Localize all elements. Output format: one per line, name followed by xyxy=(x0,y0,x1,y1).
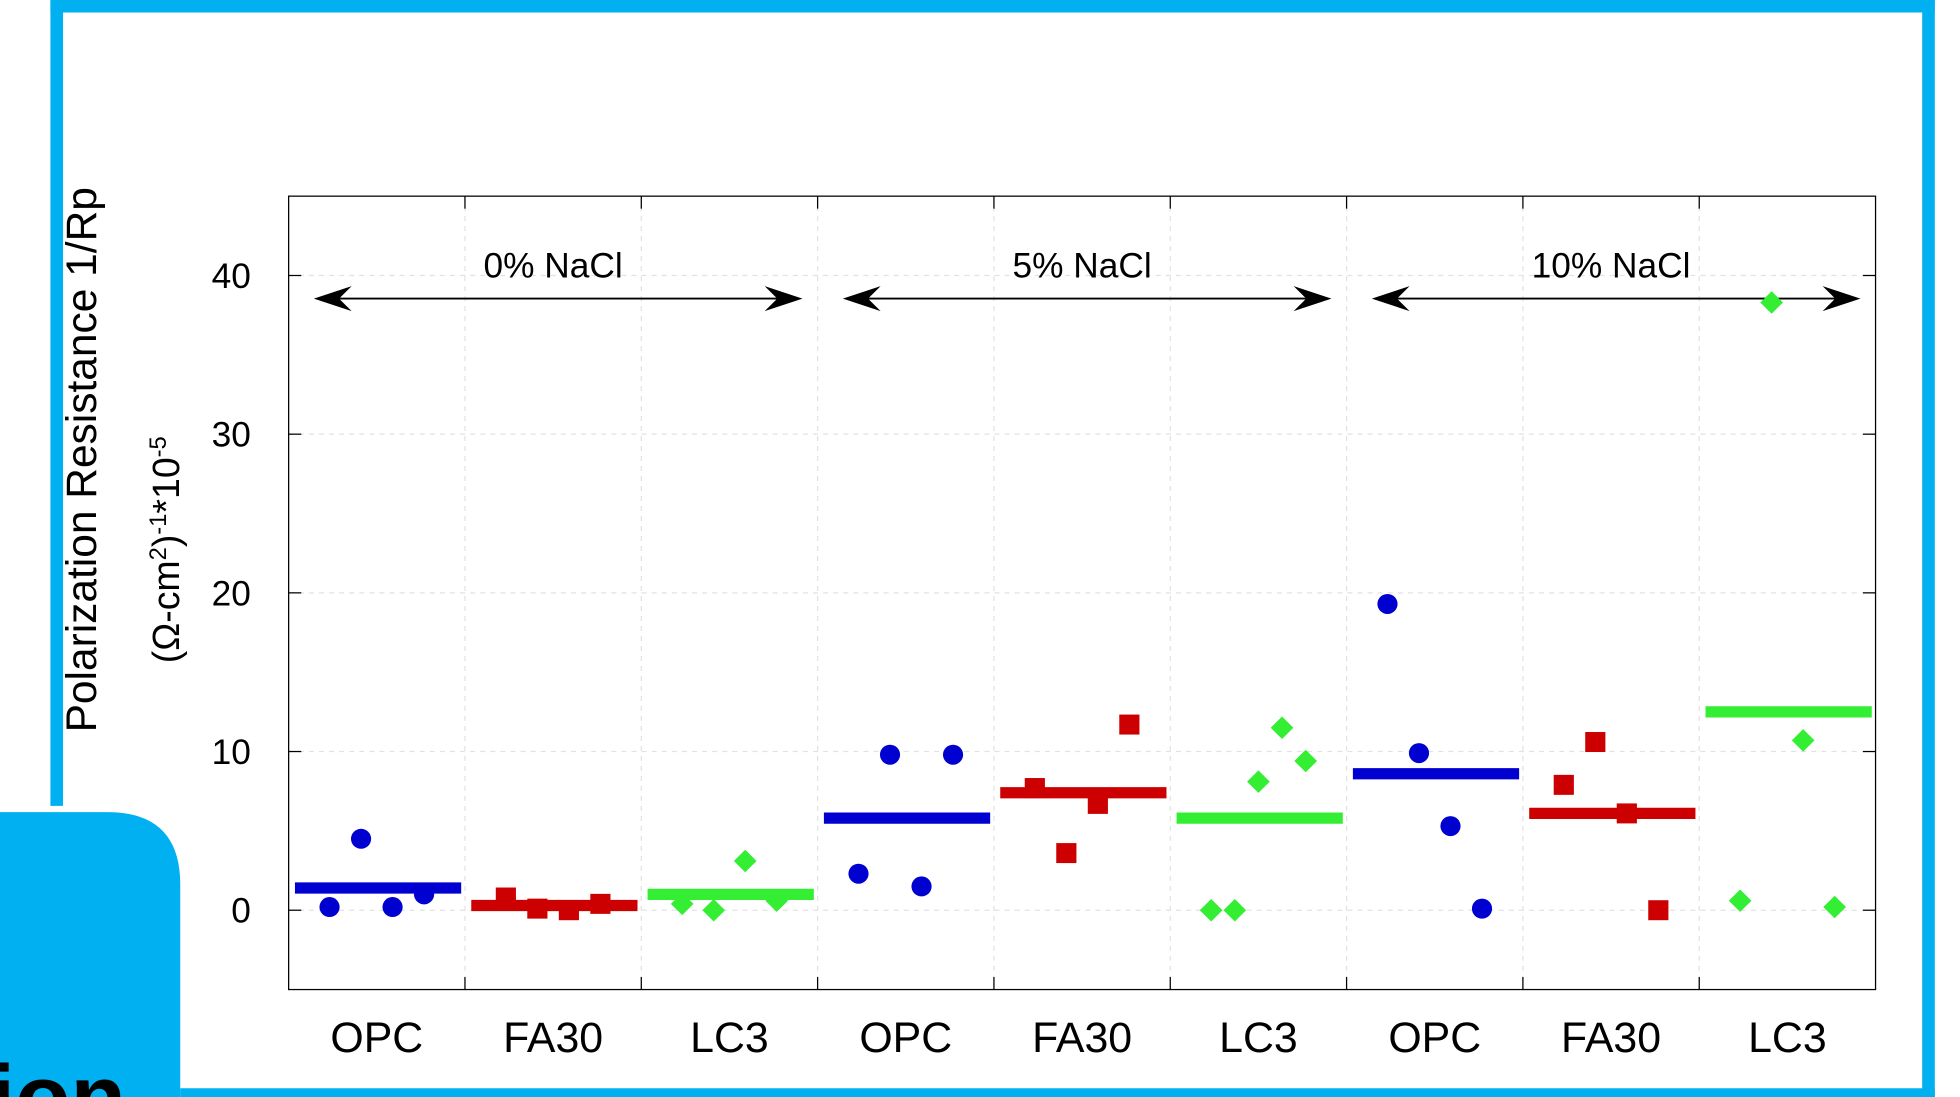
point xyxy=(1223,898,1247,922)
y-axis-units-part: -5 xyxy=(144,436,171,457)
x-tick-label: FA30 xyxy=(503,1014,603,1062)
point xyxy=(1760,291,1783,314)
point xyxy=(1823,895,1846,919)
point xyxy=(1585,732,1606,753)
point xyxy=(911,876,932,897)
point xyxy=(1791,729,1815,752)
x-tick-label: OPC xyxy=(330,1014,423,1062)
point xyxy=(1056,843,1077,864)
point xyxy=(382,897,403,918)
point xyxy=(1616,803,1637,824)
y-tick-label: 30 xyxy=(212,416,251,455)
point xyxy=(590,893,611,914)
point xyxy=(765,889,789,912)
point xyxy=(527,898,548,919)
point xyxy=(495,887,516,908)
x-tick-label: FA30 xyxy=(1561,1014,1661,1062)
point xyxy=(1024,778,1045,799)
y-tick-label: 10 xyxy=(212,733,251,772)
x-tick-label: FA30 xyxy=(1032,1014,1132,1062)
point xyxy=(942,744,964,765)
arrow-head xyxy=(842,286,881,312)
point xyxy=(413,884,435,905)
arrow-head xyxy=(764,286,803,312)
y-axis-units-part: (Ω-cm xyxy=(145,560,187,663)
point xyxy=(1087,793,1108,814)
corner-panel xyxy=(0,812,181,1097)
x-tick-label: LC3 xyxy=(690,1014,769,1062)
y-axis-units-part: ) xyxy=(145,535,187,547)
y-axis-units-part: *10 xyxy=(145,457,187,513)
point xyxy=(1377,593,1398,614)
y-tick-label: 0 xyxy=(231,892,251,931)
x-tick-label: OPC xyxy=(859,1014,952,1062)
x-tick-label: LC3 xyxy=(1219,1014,1298,1062)
point xyxy=(1471,898,1493,919)
corner-text: ion xyxy=(0,1048,126,1097)
point xyxy=(1648,900,1669,921)
point xyxy=(319,897,340,918)
arrow-head xyxy=(1822,286,1861,312)
point xyxy=(848,863,869,884)
x-tick-label: OPC xyxy=(1388,1014,1481,1062)
group-label: 5% NaCl xyxy=(1012,247,1151,286)
point xyxy=(1408,743,1430,764)
y-axis-units: (Ω-cm2)-1*10-5 xyxy=(144,436,187,663)
frame-left xyxy=(50,0,64,806)
arrow-head xyxy=(313,286,352,312)
frame-bottom xyxy=(180,1088,1935,1097)
x-tick-label: LC3 xyxy=(1748,1014,1827,1062)
y-axis-units-part: -1 xyxy=(144,514,171,535)
y-axis-units-part: 2 xyxy=(144,547,171,560)
point xyxy=(879,744,901,765)
y-tick-label: 20 xyxy=(212,574,251,613)
y-tick-label: 40 xyxy=(212,257,251,296)
arrow-head xyxy=(1371,286,1410,312)
group-label: 0% NaCl xyxy=(484,247,623,286)
point xyxy=(1294,749,1318,773)
frame-right xyxy=(1922,0,1935,1097)
point xyxy=(558,900,579,921)
point xyxy=(1119,714,1140,735)
point xyxy=(1553,774,1574,795)
group-label: 10% NaCl xyxy=(1532,247,1691,286)
arrow-head xyxy=(1293,286,1332,312)
point xyxy=(1199,898,1223,922)
y-axis-title: Polarization Resistance 1/Rp xyxy=(58,187,106,732)
frame-top xyxy=(50,0,1935,13)
point xyxy=(1440,816,1461,837)
point xyxy=(350,828,372,849)
point xyxy=(733,849,757,873)
